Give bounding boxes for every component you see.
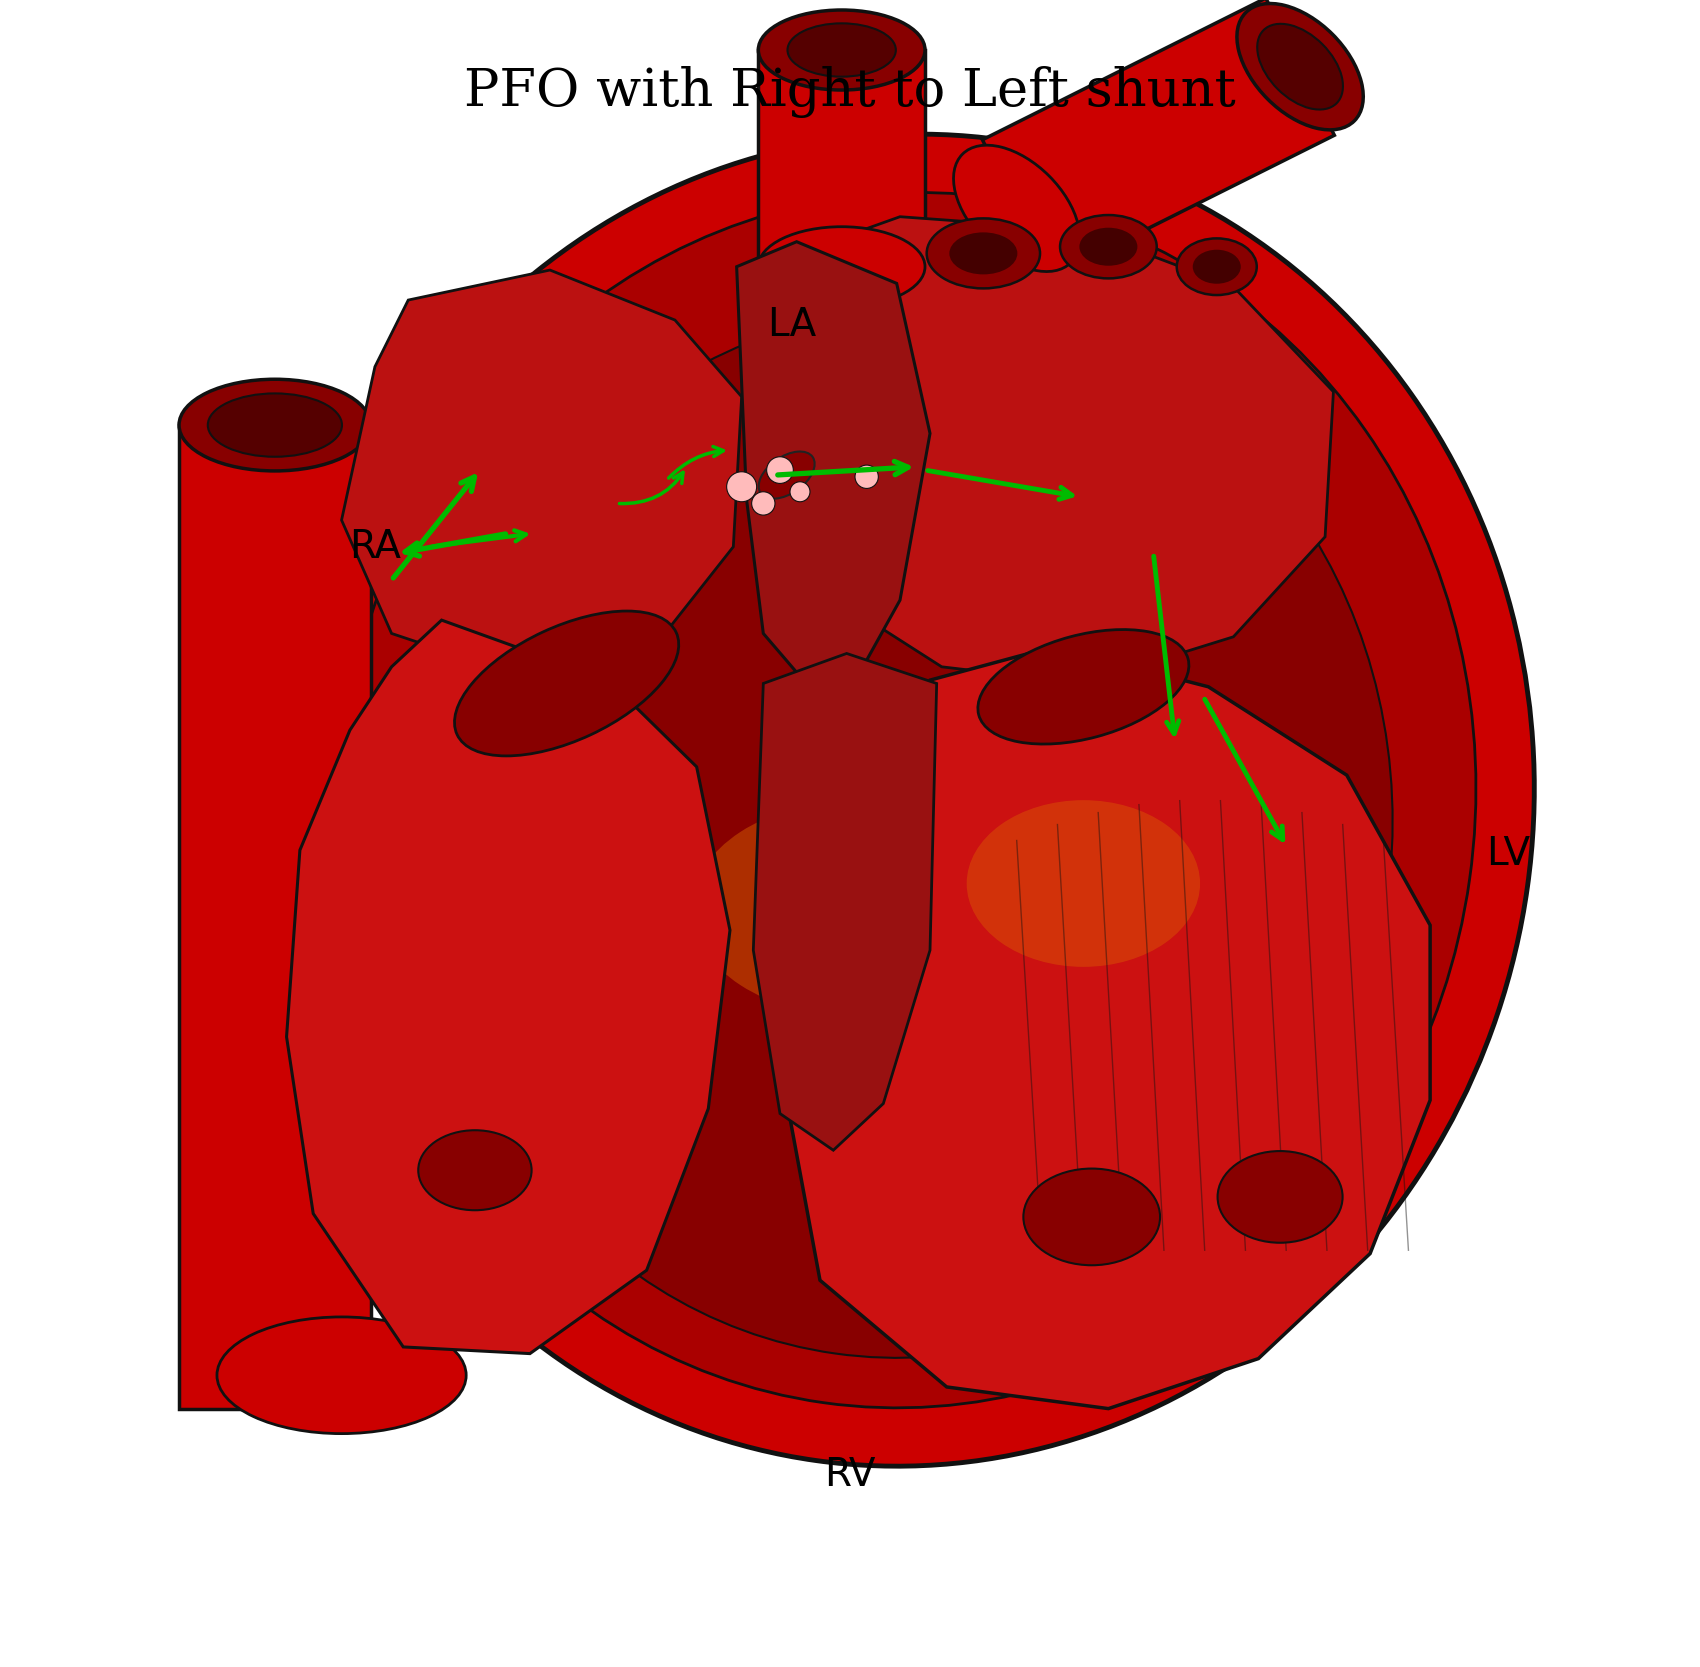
Text: LA: LA xyxy=(767,307,816,343)
Ellipse shape xyxy=(692,800,1025,1017)
Circle shape xyxy=(751,492,775,515)
Ellipse shape xyxy=(1061,215,1156,278)
Circle shape xyxy=(855,465,879,488)
Circle shape xyxy=(767,457,794,483)
Ellipse shape xyxy=(949,232,1017,275)
Ellipse shape xyxy=(758,452,814,498)
Ellipse shape xyxy=(207,393,342,457)
Polygon shape xyxy=(287,620,729,1354)
Ellipse shape xyxy=(423,308,1392,1359)
Polygon shape xyxy=(983,0,1334,277)
Text: RA: RA xyxy=(348,528,401,565)
Circle shape xyxy=(726,472,756,502)
Polygon shape xyxy=(753,653,937,1150)
Text: RV: RV xyxy=(824,1457,876,1494)
Ellipse shape xyxy=(1258,23,1343,110)
Polygon shape xyxy=(758,50,925,267)
Polygon shape xyxy=(736,242,930,680)
Ellipse shape xyxy=(418,1130,532,1210)
Ellipse shape xyxy=(1238,3,1363,130)
Ellipse shape xyxy=(977,630,1188,743)
Ellipse shape xyxy=(954,145,1080,272)
Polygon shape xyxy=(787,647,1430,1409)
Polygon shape xyxy=(342,270,741,675)
Ellipse shape xyxy=(1176,238,1256,295)
Polygon shape xyxy=(178,425,371,1409)
Ellipse shape xyxy=(927,218,1040,288)
Polygon shape xyxy=(784,217,1333,683)
Ellipse shape xyxy=(1193,250,1241,283)
Ellipse shape xyxy=(1080,228,1137,265)
Ellipse shape xyxy=(758,10,925,90)
Ellipse shape xyxy=(178,380,371,472)
Ellipse shape xyxy=(218,1317,466,1434)
Ellipse shape xyxy=(787,23,896,77)
Ellipse shape xyxy=(967,800,1200,967)
Ellipse shape xyxy=(454,612,678,755)
Ellipse shape xyxy=(1217,1152,1343,1244)
Text: PFO with Right to Left shunt: PFO with Right to Left shunt xyxy=(464,65,1236,118)
Ellipse shape xyxy=(282,133,1535,1467)
Text: LV: LV xyxy=(1486,835,1530,872)
Ellipse shape xyxy=(758,227,925,307)
Circle shape xyxy=(790,482,809,502)
Ellipse shape xyxy=(1023,1169,1159,1265)
Ellipse shape xyxy=(340,192,1476,1409)
